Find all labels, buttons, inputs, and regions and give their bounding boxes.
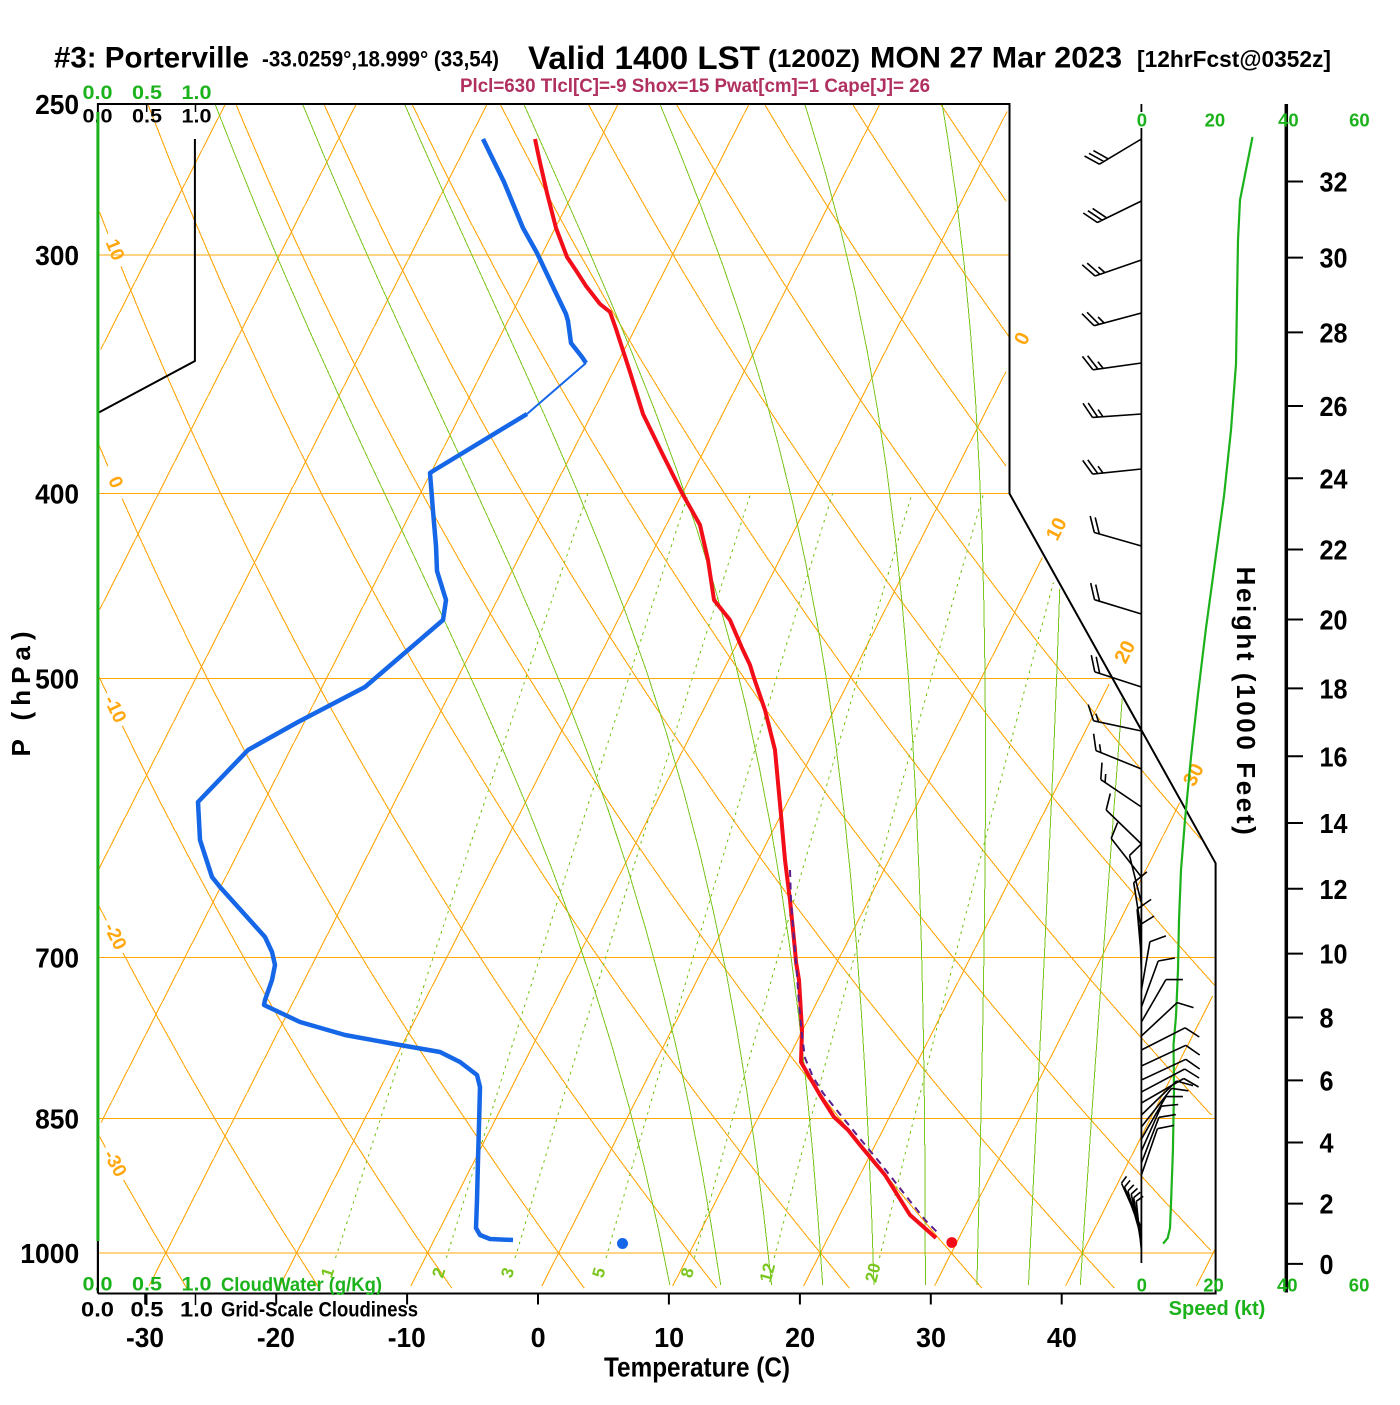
svg-text:1000: 1000 xyxy=(20,1238,79,1269)
svg-text:28: 28 xyxy=(1320,317,1348,348)
svg-text:40: 40 xyxy=(1278,110,1299,131)
svg-text:16: 16 xyxy=(1320,741,1348,772)
svg-text:#3: Porterville: #3: Porterville xyxy=(54,42,249,75)
svg-text:60: 60 xyxy=(1349,110,1370,131)
svg-text:-10: -10 xyxy=(388,1322,426,1353)
svg-text:Temperature (C): Temperature (C) xyxy=(604,1352,790,1383)
svg-text:32: 32 xyxy=(1320,167,1348,198)
svg-text:18: 18 xyxy=(1320,673,1348,704)
svg-text:-20: -20 xyxy=(257,1322,295,1353)
svg-text:1.0: 1.0 xyxy=(182,83,212,104)
svg-text:-33.0259°,18.999° (33,54): -33.0259°,18.999° (33,54) xyxy=(262,47,499,72)
svg-text:Plcl=630 Tlcl[C]=-9 Shox=15 Pw: Plcl=630 Tlcl[C]=-9 Shox=15 Pwat[cm]=1 C… xyxy=(460,75,930,97)
svg-text:0: 0 xyxy=(1137,110,1147,131)
svg-text:12: 12 xyxy=(756,1261,779,1284)
svg-text:6: 6 xyxy=(1320,1065,1334,1096)
svg-text:-30: -30 xyxy=(126,1322,164,1353)
svg-text:0.0: 0.0 xyxy=(83,83,113,104)
svg-text:0.5: 0.5 xyxy=(131,1299,164,1322)
svg-text:0: 0 xyxy=(531,1322,546,1353)
svg-text:8: 8 xyxy=(1320,1003,1334,1034)
svg-text:40: 40 xyxy=(1047,1322,1077,1353)
svg-text:1.0: 1.0 xyxy=(182,107,212,128)
svg-text:12: 12 xyxy=(1320,874,1348,905)
svg-text:20: 20 xyxy=(1205,110,1226,131)
svg-text:26: 26 xyxy=(1320,391,1348,422)
svg-text:0.5: 0.5 xyxy=(132,1275,162,1296)
svg-text:500: 500 xyxy=(35,664,79,695)
svg-text:14: 14 xyxy=(1320,808,1348,839)
svg-text:MON 27 Mar 2023: MON 27 Mar 2023 xyxy=(870,42,1122,75)
svg-text:2: 2 xyxy=(1320,1189,1334,1220)
svg-text:30: 30 xyxy=(1320,243,1348,274)
svg-text:CloudWater (g/Kg): CloudWater (g/Kg) xyxy=(221,1274,382,1296)
svg-text:20: 20 xyxy=(785,1322,815,1353)
svg-text:(1200Z): (1200Z) xyxy=(768,45,860,73)
svg-text:0.5: 0.5 xyxy=(132,83,162,104)
svg-text:0.5: 0.5 xyxy=(132,107,162,128)
svg-text:40: 40 xyxy=(1277,1275,1298,1296)
svg-text:250: 250 xyxy=(35,89,79,120)
svg-text:Grid-Scale Cloudiness: Grid-Scale Cloudiness xyxy=(221,1299,418,1322)
svg-text:Speed (kt): Speed (kt) xyxy=(1169,1298,1266,1320)
svg-text:10: 10 xyxy=(1320,939,1348,970)
svg-text:P (hPa): P (hPa) xyxy=(6,625,36,756)
svg-text:10: 10 xyxy=(654,1322,684,1353)
svg-text:0.0: 0.0 xyxy=(81,1299,114,1322)
svg-text:1.0: 1.0 xyxy=(180,1299,213,1322)
svg-text:400: 400 xyxy=(35,479,79,510)
svg-text:700: 700 xyxy=(35,942,79,973)
svg-text:300: 300 xyxy=(35,240,79,271)
svg-text:[12hrFcst@0352z]: [12hrFcst@0352z] xyxy=(1137,46,1331,72)
svg-text:Valid 1400 LST: Valid 1400 LST xyxy=(528,40,760,76)
svg-text:60: 60 xyxy=(1349,1275,1370,1296)
svg-text:1.0: 1.0 xyxy=(182,1275,212,1296)
svg-text:850: 850 xyxy=(35,1103,79,1134)
svg-text:20: 20 xyxy=(862,1261,885,1284)
svg-text:30: 30 xyxy=(916,1322,946,1353)
svg-text:0: 0 xyxy=(1137,1275,1147,1296)
svg-text:22: 22 xyxy=(1320,535,1348,566)
svg-text:4: 4 xyxy=(1320,1128,1334,1159)
svg-text:24: 24 xyxy=(1320,463,1348,494)
svg-text:20: 20 xyxy=(1320,605,1348,636)
svg-text:Height (1000 Feet): Height (1000 Feet) xyxy=(1231,567,1261,838)
svg-text:20: 20 xyxy=(1203,1275,1224,1296)
svg-text:0: 0 xyxy=(1320,1249,1334,1280)
